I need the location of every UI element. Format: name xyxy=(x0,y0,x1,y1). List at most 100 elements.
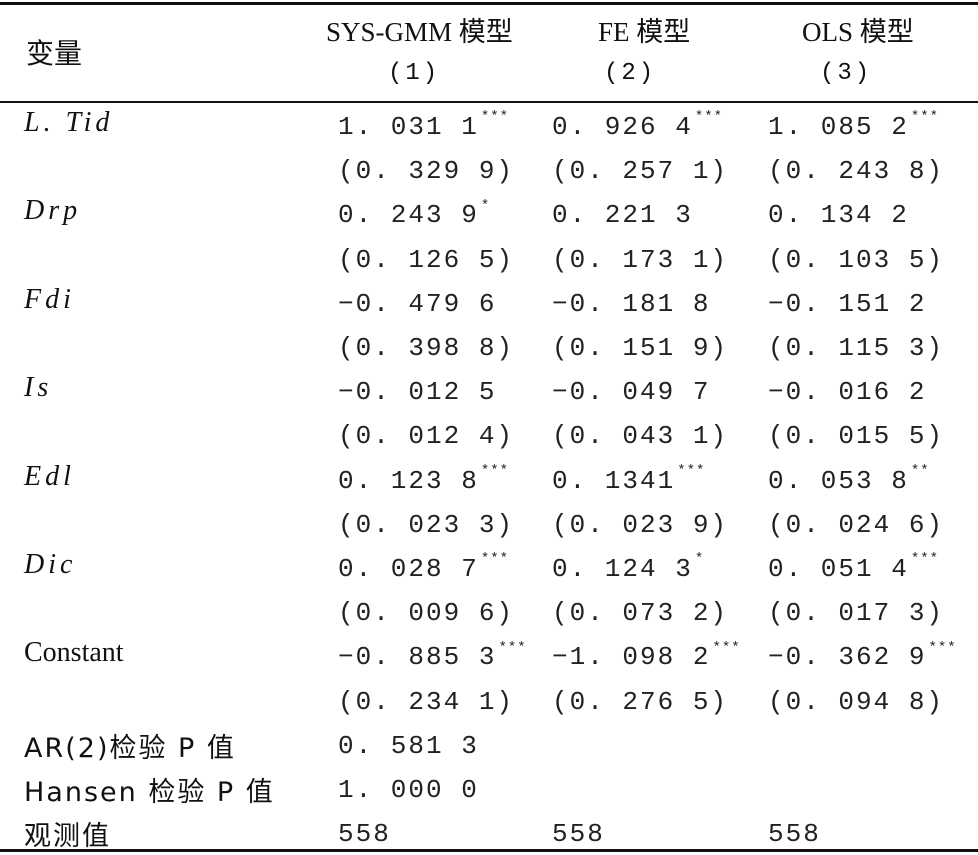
table-row: (0. 009 6) (0. 073 2) (0. 017 3) xyxy=(0,590,978,634)
cell-model-2: (0. 257 1) xyxy=(552,156,728,186)
cell-value: (0. 043 1) xyxy=(552,421,729,452)
table-row: Drp 0. 243 9 * 0. 221 3 0. 134 2 xyxy=(0,192,978,236)
table-row: Constant −0. 885 3 *** −1. 098 2 *** −0. 362 … xyxy=(0,634,978,678)
cell-model-1: 0. 581 3 xyxy=(338,731,479,761)
cell-model-3: 0. 134 2 xyxy=(768,200,909,230)
cell-model-3: 0. 053 8 ** xyxy=(768,463,930,496)
table-row: (0. 012 4) (0. 043 1) (0. 015 5) xyxy=(0,413,978,457)
significance-stars: *** xyxy=(480,551,510,568)
model-2-header: FE 模型 xyxy=(598,17,691,47)
table-row: (0. 398 8) (0. 151 9) (0. 115 3) xyxy=(0,325,978,369)
cell-model-2: (0. 023 9) xyxy=(552,510,728,540)
cell-value: (0. 398 8) xyxy=(338,333,515,363)
cell-model-3: (0. 024 6) xyxy=(768,510,944,540)
significance-stars: *** xyxy=(712,639,741,656)
significance-stars: *** xyxy=(480,109,510,126)
cell-value: −1. 098 2 xyxy=(552,642,711,673)
cell-value: −0. 885 3 xyxy=(338,642,497,673)
cell-value: −0. 151 2 xyxy=(768,288,927,319)
table-row: (0. 234 1) (0. 276 5) (0. 094 8) xyxy=(0,679,978,723)
table-bottom-rule xyxy=(0,849,978,852)
cell-model-1: −0. 012 5 xyxy=(338,377,496,407)
significance-stars: *** xyxy=(910,109,940,126)
cell-value: 1. 085 2 xyxy=(768,112,909,142)
significance-stars: *** xyxy=(677,462,706,479)
cell-value: (0. 073 2) xyxy=(552,598,729,629)
cell-model-2: 0. 124 3 * xyxy=(552,551,704,584)
row-label: Hansen 检验 P 值 xyxy=(24,777,275,808)
cell-model-1: (0. 329 9) xyxy=(338,156,514,186)
cell-model-2: (0. 043 1) xyxy=(552,421,728,451)
cell-value: (0. 115 3) xyxy=(768,333,945,363)
table-row: 观测值 558 558 558 xyxy=(0,811,978,855)
cell-model-1: 0. 243 9 * xyxy=(338,197,491,231)
cell-value: (0. 015 5) xyxy=(768,421,945,452)
cell-value: −0. 362 9 xyxy=(768,642,927,673)
row-label: Edl xyxy=(24,460,75,492)
significance-stars: *** xyxy=(928,639,957,656)
cell-model-3: (0. 017 3) xyxy=(768,598,944,628)
cell-value: (0. 017 3) xyxy=(768,598,945,629)
table-row: Fdi −0. 479 6 −0. 181 8 −0. 151 2 xyxy=(0,281,978,325)
table-row: Edl 0. 123 8 *** 0. 1341 *** 0. 053 8 ** xyxy=(0,458,978,502)
row-label: Fdi xyxy=(24,283,75,315)
model-3-header: OLS 模型 xyxy=(802,17,914,47)
cell-value: (0. 257 1) xyxy=(552,156,729,187)
cell-value: −0. 479 6 xyxy=(338,288,497,319)
cell-model-2: 0. 926 4 *** xyxy=(552,109,724,142)
cell-model-1: (0. 234 1) xyxy=(338,687,514,717)
cell-model-2: (0. 173 1) xyxy=(552,245,728,275)
row-label: Drp xyxy=(24,195,82,227)
cell-value: (0. 012 4) xyxy=(338,421,515,452)
cell-model-1: (0. 126 5) xyxy=(338,245,514,275)
cell-value: 0. 124 3 xyxy=(552,554,693,584)
cell-value: 0. 134 2 xyxy=(768,200,909,231)
row-label: Constant xyxy=(24,637,124,669)
cell-value: (0. 023 9) xyxy=(552,509,729,540)
table-row: L. Tid 1. 031 1 *** 0. 926 4 *** 1. 085 2 *… xyxy=(0,104,978,148)
cell-value: 0. 1341 xyxy=(552,465,676,496)
cell-value: 0. 221 3 xyxy=(552,200,693,231)
table-row: Is −0. 012 5 −0. 049 7 −0. 016 2 xyxy=(0,369,978,413)
cell-value: (0. 024 6) xyxy=(768,509,945,540)
significance-stars: *** xyxy=(480,462,510,479)
cell-value: (0. 023 3) xyxy=(338,509,515,540)
cell-value: 0. 028 7 xyxy=(338,554,479,584)
cell-model-2: 558 xyxy=(552,819,605,849)
header-divider-rule xyxy=(0,101,978,103)
cell-value: (0. 151 9) xyxy=(552,333,729,363)
significance-stars: * xyxy=(480,197,491,214)
cell-model-1: 1. 000 0 xyxy=(338,775,479,805)
cell-value: (0. 243 8) xyxy=(768,156,945,187)
table-row: (0. 329 9) (0. 257 1) (0. 243 8) xyxy=(0,148,978,192)
cell-value: −0. 049 7 xyxy=(552,377,711,408)
significance-stars: *** xyxy=(694,109,724,126)
cell-value: (0. 126 5) xyxy=(338,244,515,275)
significance-stars: *** xyxy=(498,639,527,656)
cell-value: 558 xyxy=(338,819,391,850)
cell-model-1: (0. 023 3) xyxy=(338,510,514,540)
cell-model-3: (0. 103 5) xyxy=(768,245,944,275)
cell-model-3: (0. 115 3) xyxy=(768,333,944,363)
cell-model-3: (0. 015 5) xyxy=(768,421,944,451)
cell-value: −0. 181 8 xyxy=(552,288,711,319)
cell-value: (0. 276 5) xyxy=(552,686,729,717)
significance-stars: *** xyxy=(910,551,940,568)
row-label: L. Tid xyxy=(24,107,114,138)
cell-value: (0. 329 9) xyxy=(338,156,515,187)
cell-model-1: −0. 885 3 *** xyxy=(338,639,527,673)
cell-value: 0. 243 9 xyxy=(338,200,479,231)
cell-value: −0. 016 2 xyxy=(768,377,927,408)
cell-value: 0. 053 8 xyxy=(768,465,909,496)
cell-value: (0. 173 1) xyxy=(552,244,729,275)
table-row: Dic 0. 028 7 *** 0. 124 3 * 0. 051 4 *** xyxy=(0,546,978,590)
cell-model-1: (0. 009 6) xyxy=(338,598,514,628)
row-label: Dic xyxy=(24,549,77,580)
cell-value: (0. 009 6) xyxy=(338,598,515,629)
model-1-number: (1) xyxy=(388,60,441,87)
cell-model-3: (0. 094 8) xyxy=(768,687,944,717)
cell-model-1: 1. 031 1 *** xyxy=(338,109,510,142)
cell-value: (0. 103 5) xyxy=(768,244,945,275)
cell-value: 0. 123 8 xyxy=(338,465,479,496)
cell-model-1: (0. 012 4) xyxy=(338,421,514,451)
